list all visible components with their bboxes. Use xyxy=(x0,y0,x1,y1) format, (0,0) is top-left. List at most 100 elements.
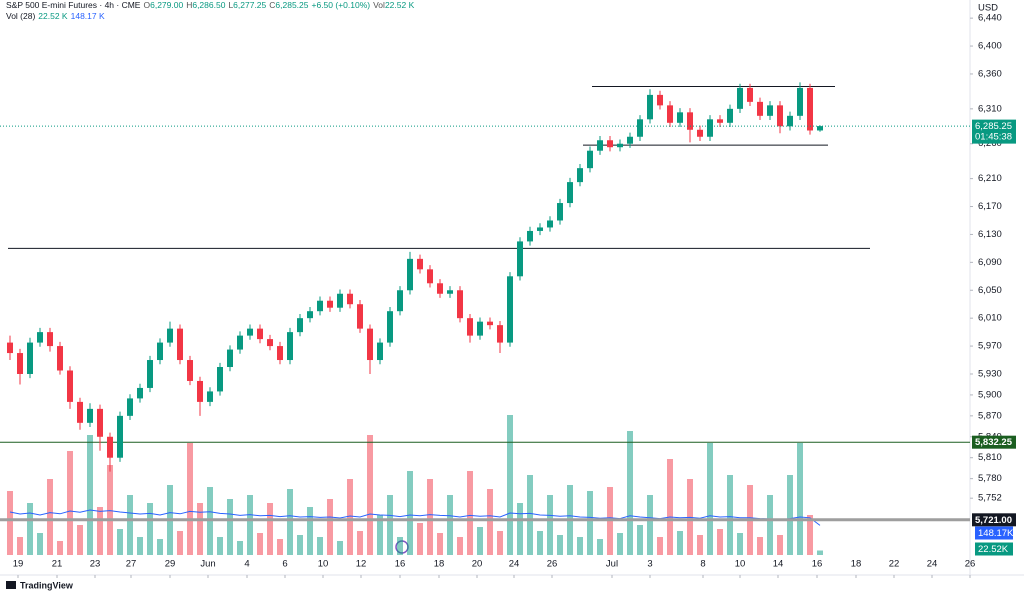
candle-body xyxy=(47,332,53,347)
candle-body xyxy=(277,346,283,361)
candle-body xyxy=(597,140,603,151)
candle-body xyxy=(507,276,513,343)
volume-bar xyxy=(117,529,123,555)
candle-body xyxy=(477,321,483,336)
candle-body xyxy=(57,346,63,371)
candle-body xyxy=(467,318,473,336)
candle-body xyxy=(37,332,43,343)
candle-body xyxy=(457,290,463,319)
volume-label-box xyxy=(975,526,1013,540)
y-tick-label: 6,210 xyxy=(978,173,1002,184)
x-tick-label: 6 xyxy=(282,559,287,570)
volume-bar xyxy=(557,535,563,555)
volume-bar xyxy=(477,527,483,555)
candle-body xyxy=(107,436,113,458)
candle-body xyxy=(207,391,213,402)
volume-bar xyxy=(357,531,363,555)
legend: S&P 500 E-mini Futures · 4h · CME O6,279.… xyxy=(6,0,417,22)
volume-bar xyxy=(757,537,763,555)
volume-bar xyxy=(627,431,633,555)
candle-body xyxy=(267,339,273,347)
legend-text: +6.50 (+0.10%) xyxy=(311,0,371,10)
price-label-box xyxy=(972,513,1016,527)
volume-bar xyxy=(737,533,743,555)
candle-body xyxy=(387,311,393,343)
candle-body xyxy=(787,115,793,127)
x-tick-label: 12 xyxy=(356,559,367,570)
y-tick-label: 5,930 xyxy=(978,369,1002,380)
volume-bar xyxy=(427,479,433,555)
candle-body xyxy=(157,342,163,361)
volume-bar xyxy=(527,475,533,555)
volume-bar xyxy=(547,495,553,555)
candle-body xyxy=(627,136,633,144)
volume-bar xyxy=(67,451,73,555)
candle-body xyxy=(777,105,783,127)
y-tick-label: 5,970 xyxy=(978,341,1002,352)
volume-bar xyxy=(277,539,283,555)
y-tick-label: 6,400 xyxy=(978,41,1002,52)
candle-body xyxy=(497,325,503,343)
candle-body xyxy=(77,401,83,423)
candle-body xyxy=(657,94,663,106)
volume-bar xyxy=(197,503,203,555)
volume-bar xyxy=(587,491,593,555)
volume-bar xyxy=(777,535,783,555)
candle-body xyxy=(127,398,133,416)
volume-bar xyxy=(147,503,153,555)
volume-bar xyxy=(457,537,463,555)
volume-bar xyxy=(407,471,413,555)
volume-bar xyxy=(57,541,63,555)
volume-bar xyxy=(137,537,143,555)
countdown: 01:45:38 xyxy=(975,132,1012,143)
price-label-box xyxy=(972,435,1016,449)
x-tick-label: 24 xyxy=(927,559,938,570)
candle-body xyxy=(307,311,313,319)
candle-body xyxy=(377,342,383,361)
candle-body xyxy=(667,105,673,123)
x-tick-label: 23 xyxy=(90,559,101,570)
legend-row: Vol (28) 22.52 K 148.17 K xyxy=(6,11,417,22)
volume-bar xyxy=(187,443,193,555)
volume-bar xyxy=(317,537,323,555)
candle-body xyxy=(367,328,373,361)
candle-body xyxy=(697,129,703,137)
candle-body xyxy=(687,112,693,130)
x-tick-label: 24 xyxy=(509,559,520,570)
candle-body xyxy=(337,293,343,308)
volume-bar xyxy=(267,503,273,555)
candle-body xyxy=(357,304,363,329)
legend-row: S&P 500 E-mini Futures · 4h · CME O6,279.… xyxy=(6,0,417,11)
candle-body xyxy=(137,387,143,399)
x-tick-label: 27 xyxy=(126,559,137,570)
x-tick-label: 26 xyxy=(965,559,976,570)
candle-body xyxy=(747,87,753,102)
x-tick-label: 4 xyxy=(244,559,249,570)
y-tick-label: 6,130 xyxy=(978,229,1002,240)
volume-bar xyxy=(217,537,223,555)
candle-body xyxy=(487,321,493,326)
volume-bar xyxy=(727,475,733,555)
x-tick-label: 26 xyxy=(547,559,558,570)
candle-body xyxy=(167,328,173,343)
volume-bar xyxy=(717,529,723,555)
volume-bar xyxy=(487,489,493,555)
candle-body xyxy=(717,119,723,123)
candle-body xyxy=(637,119,643,137)
volume-bar xyxy=(47,479,53,555)
candle-body xyxy=(217,367,223,392)
candle-body xyxy=(557,203,563,221)
x-tick-label: 3 xyxy=(647,559,652,570)
candle-body xyxy=(647,94,653,120)
legend-text: S&P 500 E-mini Futures · 4h · CME xyxy=(6,0,141,10)
volume-bar xyxy=(227,499,233,555)
legend-text: H xyxy=(186,0,193,10)
candle-body xyxy=(727,108,733,123)
volume-label: 148.17K xyxy=(978,528,1014,539)
candle-body xyxy=(227,349,233,368)
volume-bar xyxy=(437,533,443,555)
volume-bar xyxy=(297,535,303,555)
volume-bar xyxy=(677,531,683,555)
volume-bar xyxy=(37,533,43,555)
volume-bar xyxy=(97,507,103,555)
